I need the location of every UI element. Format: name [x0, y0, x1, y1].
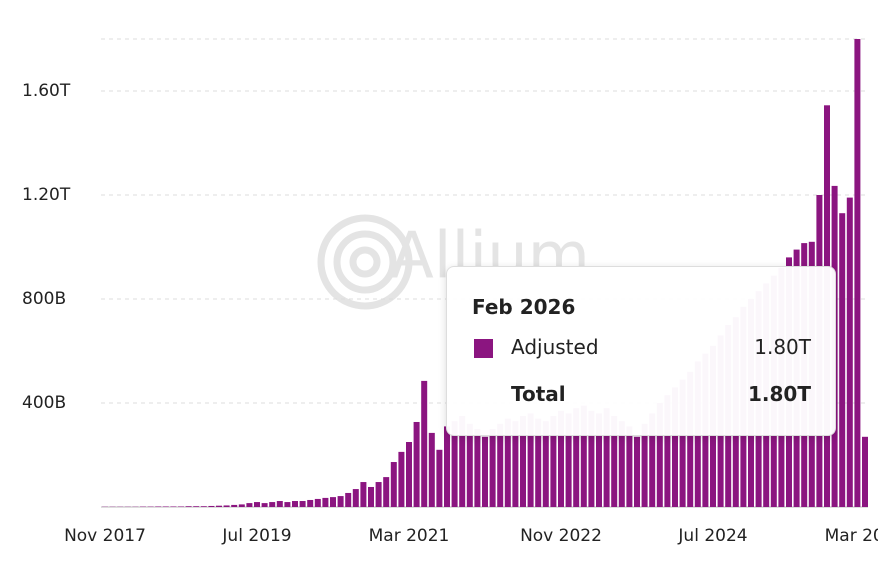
bar — [390, 462, 397, 507]
bar — [375, 482, 382, 507]
bar — [535, 418, 542, 507]
bar — [573, 408, 580, 507]
bar — [512, 421, 519, 507]
legend-swatch — [474, 339, 493, 358]
bar — [504, 418, 511, 507]
y-tick-label: 400B — [22, 393, 66, 413]
bar — [238, 504, 245, 507]
bar — [649, 413, 656, 507]
bar — [618, 421, 625, 507]
bar — [687, 371, 694, 507]
x-tick-label: Mar 2026 — [825, 526, 894, 546]
bar — [314, 498, 321, 507]
bar — [261, 503, 268, 507]
y-tick-label: 1.20T — [22, 185, 71, 205]
tooltip-total-label: Total — [511, 382, 566, 406]
bar — [231, 504, 238, 507]
bar — [337, 496, 344, 507]
bar — [360, 482, 367, 507]
tooltip-title: Feb 2026 — [472, 295, 576, 319]
bar — [200, 506, 207, 507]
bar — [634, 436, 640, 507]
x-tick-label: Jul 2019 — [221, 526, 291, 546]
bar — [854, 39, 861, 507]
bar — [466, 423, 473, 507]
bar — [451, 421, 458, 507]
bar — [269, 502, 276, 507]
tooltip-total: 1.80T — [748, 382, 811, 406]
bar — [580, 405, 587, 507]
bar — [474, 429, 481, 507]
bar — [322, 497, 329, 507]
bar — [421, 380, 428, 507]
bar — [558, 410, 564, 507]
bar — [170, 506, 177, 507]
bar — [596, 413, 602, 507]
bar — [276, 501, 283, 507]
bar — [656, 403, 663, 507]
watermark-logo — [317, 214, 413, 310]
bar — [626, 426, 633, 507]
bar — [299, 501, 306, 507]
bar — [497, 423, 504, 507]
y-tick-label: 1.60T — [22, 81, 71, 101]
bar — [398, 451, 405, 507]
bar — [284, 502, 291, 507]
bar — [330, 497, 336, 507]
x-tick-label: Nov 2022 — [520, 526, 602, 546]
bar — [603, 408, 610, 507]
bar — [489, 429, 496, 507]
bar — [611, 416, 618, 507]
tooltip: Feb 2026 Adjusted 1.80T Total 1.80T — [446, 266, 836, 436]
bar — [216, 505, 222, 507]
bar — [588, 410, 595, 507]
bar — [223, 505, 230, 507]
bar — [862, 436, 868, 507]
y-tick-label: 800B — [22, 289, 66, 309]
bar — [542, 421, 549, 507]
bar — [846, 197, 853, 507]
x-tick-label: Jul 2024 — [677, 526, 747, 546]
bar — [352, 489, 359, 507]
bar — [413, 421, 420, 507]
bar — [406, 442, 412, 507]
bar — [527, 413, 534, 507]
bar — [428, 432, 435, 507]
bar — [565, 413, 572, 507]
bar — [246, 503, 253, 507]
bar — [155, 506, 162, 507]
bar — [444, 426, 450, 507]
bar — [162, 506, 169, 507]
tooltip-value: 1.80T — [754, 335, 811, 359]
x-tick-label: Mar 2021 — [369, 526, 450, 546]
bar — [292, 501, 298, 507]
bar — [254, 502, 260, 507]
bar — [368, 486, 374, 507]
bar — [208, 505, 215, 507]
bar — [664, 395, 671, 507]
tooltip-series: Adjusted — [511, 335, 599, 359]
bar — [520, 416, 526, 507]
bar — [383, 477, 390, 507]
bar — [436, 449, 443, 507]
bar — [679, 379, 686, 507]
bar — [550, 416, 557, 507]
x-tick-label: Nov 2017 — [64, 526, 146, 546]
bar — [178, 506, 184, 507]
bar — [641, 423, 648, 507]
bar — [307, 499, 314, 507]
bar — [839, 213, 846, 507]
bar — [672, 387, 678, 507]
bar — [482, 436, 488, 507]
bar — [185, 506, 192, 507]
bar — [459, 416, 466, 507]
bar — [193, 506, 200, 507]
bar — [345, 492, 352, 507]
